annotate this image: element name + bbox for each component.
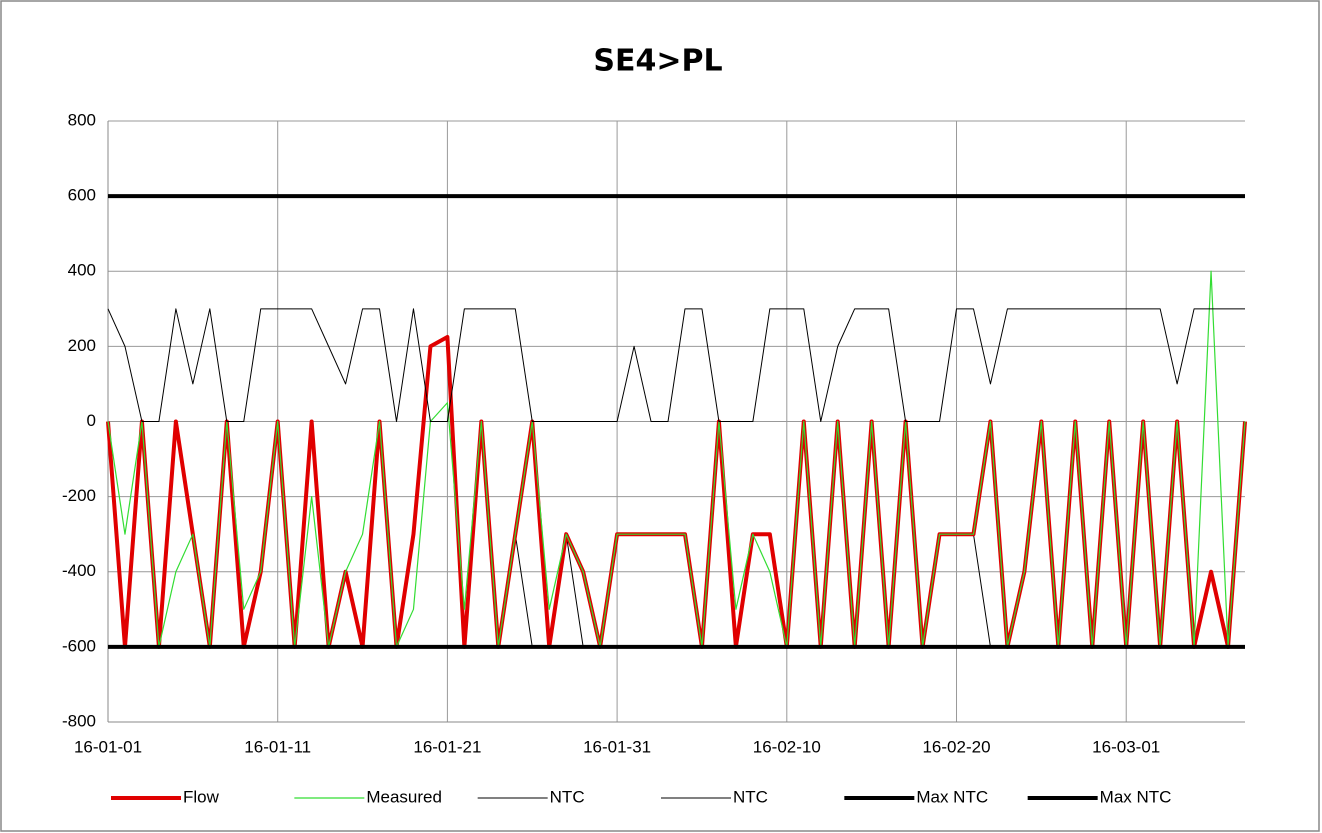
y-tick-label: 400 bbox=[68, 261, 96, 280]
y-tick-label: -200 bbox=[62, 486, 96, 505]
x-tick-label: 16-01-11 bbox=[244, 737, 311, 756]
x-tick-label: 16-01-31 bbox=[583, 737, 651, 756]
y-tick-label: -600 bbox=[62, 636, 96, 655]
chart-title: SE4>PL bbox=[593, 44, 722, 79]
x-tick-label: 16-02-10 bbox=[753, 737, 821, 756]
series-line bbox=[107, 308, 1245, 422]
series-line bbox=[107, 270, 1246, 648]
legend-label: NTC bbox=[550, 787, 585, 806]
y-tick-label: 0 bbox=[87, 411, 96, 430]
x-tick-label: 16-01-21 bbox=[413, 737, 481, 756]
y-tick-label: 200 bbox=[68, 336, 96, 355]
legend-label: Flow bbox=[183, 787, 220, 806]
legend-label: NTC bbox=[733, 787, 768, 806]
x-tick-label: 16-03-01 bbox=[1092, 737, 1160, 756]
x-tick-label: 16-02-20 bbox=[922, 737, 990, 756]
y-tick-label: 800 bbox=[68, 110, 96, 129]
y-tick-label: -400 bbox=[62, 561, 96, 580]
y-tick-label: 600 bbox=[68, 186, 96, 205]
legend-label: Max NTC bbox=[916, 787, 988, 806]
legend-label: Measured bbox=[366, 787, 442, 806]
legend-label: Max NTC bbox=[1100, 787, 1172, 806]
y-tick-label: -800 bbox=[62, 711, 96, 730]
x-tick-label: 16-01-01 bbox=[74, 737, 142, 756]
